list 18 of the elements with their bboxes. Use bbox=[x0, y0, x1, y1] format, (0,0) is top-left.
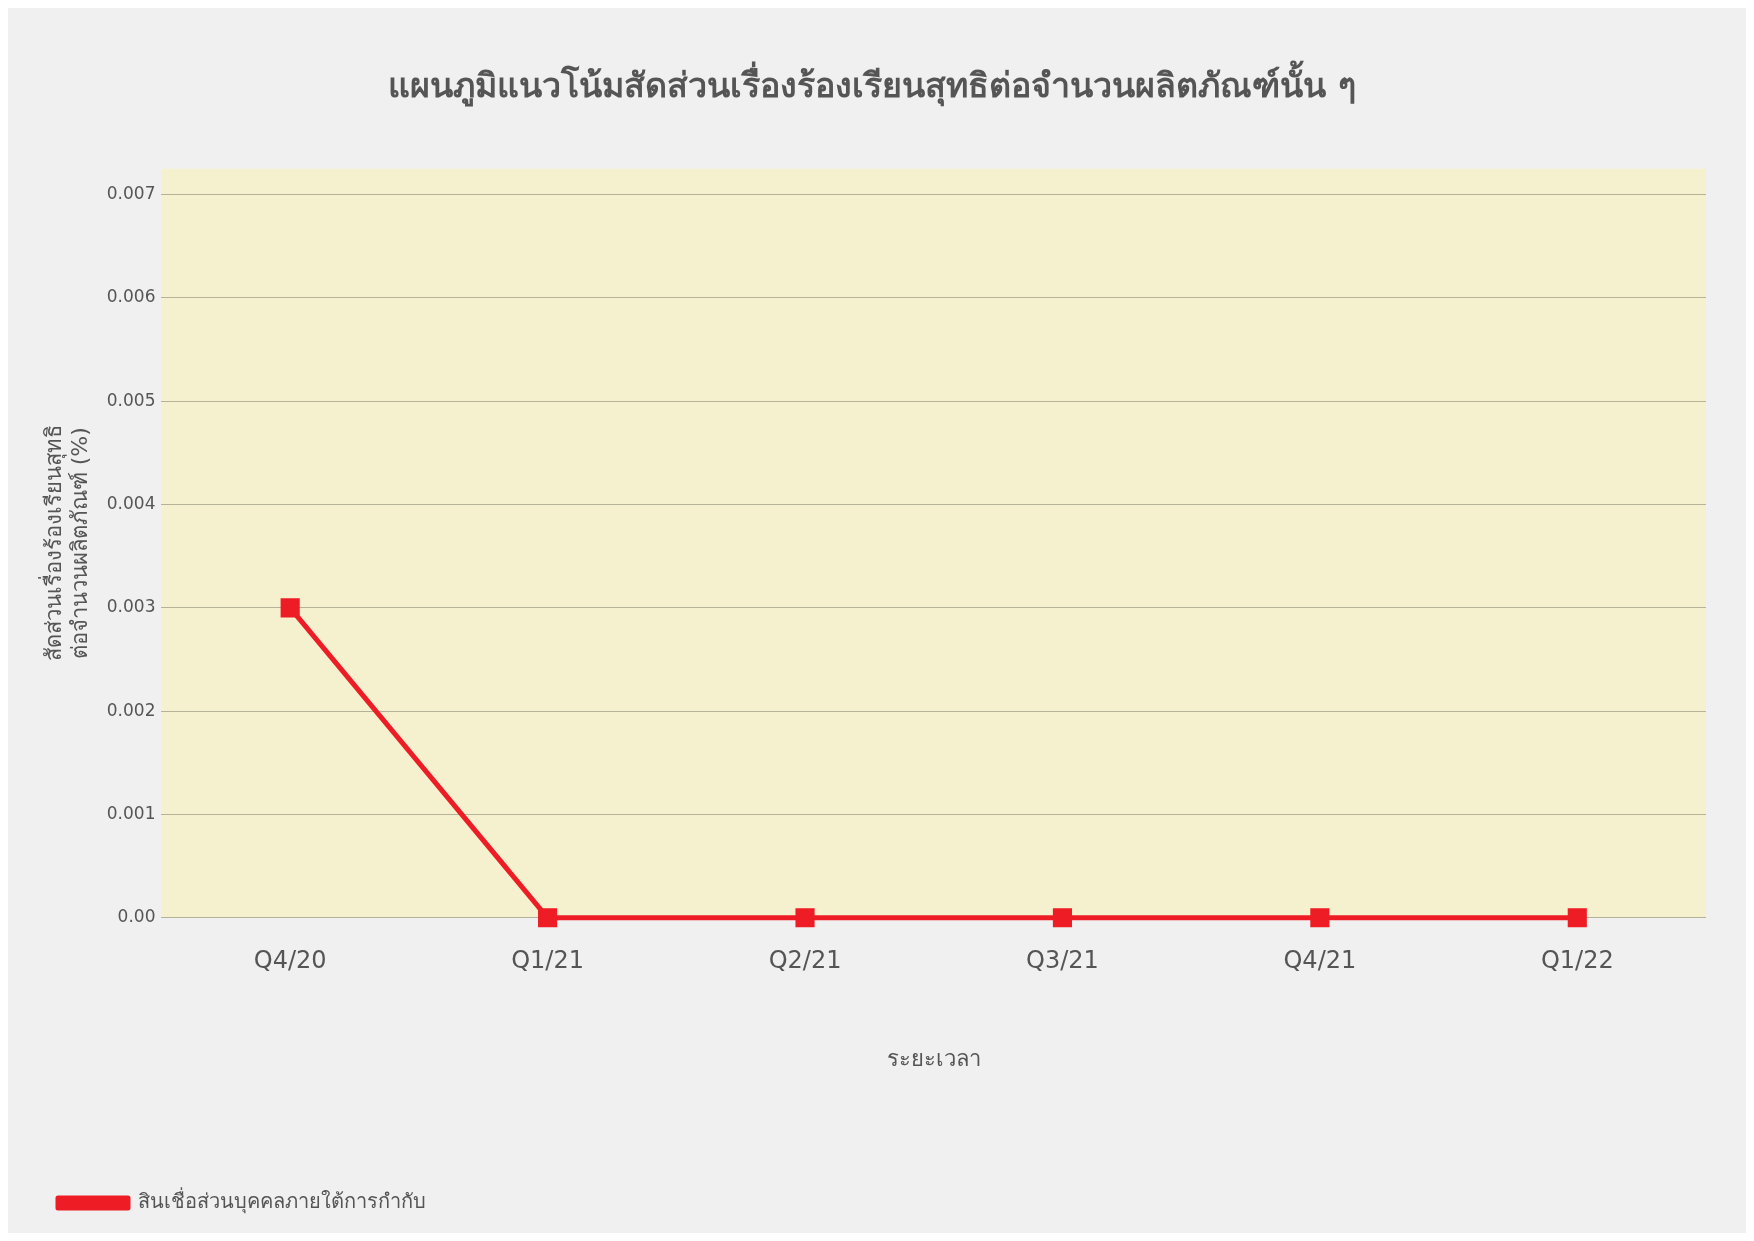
y-axis-title: สัดส่วนเรื่องร้องเรียนสุทธิ ต่อจำนวนผลิตภัณฑ์ (%) bbox=[37, 425, 93, 662]
y-tick-label: 0.002 bbox=[106, 699, 156, 720]
y-tick-label: 0.00 bbox=[117, 906, 156, 927]
x-axis-title: ระยะเวลา bbox=[886, 1045, 981, 1071]
x-tick-label: Q4/21 bbox=[1283, 946, 1357, 975]
x-tick-label: Q1/21 bbox=[511, 946, 584, 975]
legend-label: สินเชื่อส่วนบุคคลภายใต้การกำกับ bbox=[138, 1187, 426, 1215]
x-tick-label: Q4/20 bbox=[253, 946, 327, 975]
x-tick-label: Q3/21 bbox=[1026, 946, 1099, 975]
y-tick-label: 0.005 bbox=[106, 389, 156, 410]
y-tick-label: 0.004 bbox=[106, 492, 156, 513]
x-tick-label: Q2/21 bbox=[768, 946, 842, 975]
y-tick-label: 0.001 bbox=[106, 802, 156, 823]
chart-title: แผนภูมิแนวโน้มสัดส่วนเรื่องร้องเรียนสุทธิต่อจำนวนผลิตภัณฑ์นั้น ๆ bbox=[388, 60, 1356, 108]
y-tick-label: 0.007 bbox=[106, 183, 156, 204]
x-tick-label: Q1/22 bbox=[1540, 946, 1614, 975]
y-tick-label: 0.003 bbox=[106, 596, 156, 617]
y-tick-label: 0.006 bbox=[106, 286, 156, 307]
